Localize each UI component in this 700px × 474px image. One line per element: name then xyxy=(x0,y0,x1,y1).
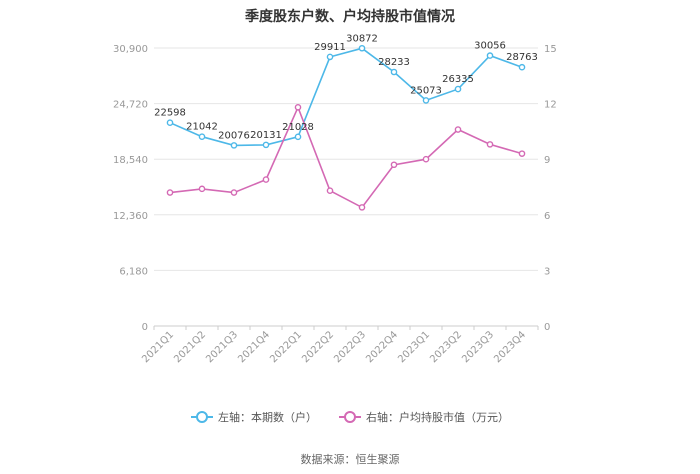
data-label: 21042 xyxy=(186,122,218,133)
series-line-1 xyxy=(169,47,523,147)
legend-label-households: 左轴：本期数（户） xyxy=(218,411,317,424)
data-label: 28233 xyxy=(378,57,410,68)
series-1-point xyxy=(358,44,366,52)
right-axis-tick-label: 9 xyxy=(544,155,550,166)
series-1-point xyxy=(454,85,462,93)
right-axis-tick-label: 0 xyxy=(544,322,550,333)
series-2-point xyxy=(294,104,302,111)
series-line-2 xyxy=(169,105,523,209)
series-2-point xyxy=(198,185,206,193)
legend-item-avg-value[interactable]: 右轴：户均持股市值（万元） xyxy=(339,409,509,425)
data-label: 20131 xyxy=(250,130,282,141)
data-label: 30056 xyxy=(474,41,506,52)
series-2-point xyxy=(326,187,334,195)
left-axis-tick-label: 30,900 xyxy=(113,44,148,55)
series-1-point xyxy=(166,119,174,126)
x-axis-tick-label: 2021Q2 xyxy=(172,329,208,365)
x-axis-tick-label: 2022Q2 xyxy=(300,329,336,365)
series-2-point xyxy=(518,150,526,157)
x-axis-tick-label: 2023Q4 xyxy=(492,329,528,365)
data-label: 28763 xyxy=(506,52,538,63)
series-2-point xyxy=(166,189,174,196)
x-axis-tick-label: 2022Q1 xyxy=(268,329,304,365)
left-axis-tick-label: 18,540 xyxy=(113,155,148,166)
series-1-point xyxy=(294,133,302,141)
series-1-point xyxy=(198,133,206,140)
right-axis-tick-label: 6 xyxy=(544,211,550,222)
series-2-point xyxy=(390,161,398,169)
legend-swatch-households xyxy=(191,411,213,423)
series-2-point xyxy=(454,126,462,133)
series-1-point xyxy=(326,53,334,61)
x-axis-tick-label: 2022Q4 xyxy=(364,329,400,365)
series-2-point xyxy=(262,176,270,183)
legend-item-households[interactable]: 左轴：本期数（户） xyxy=(191,409,317,425)
data-label: 29911 xyxy=(314,42,346,53)
data-label: 26335 xyxy=(442,74,474,85)
data-label: 25073 xyxy=(410,85,442,96)
series-1-point xyxy=(262,141,270,149)
series-1-point xyxy=(390,68,398,76)
x-axis-tick-label: 2023Q2 xyxy=(428,329,464,365)
data-label: 22598 xyxy=(154,108,186,119)
legend-swatch-avg-value xyxy=(339,411,361,423)
left-axis-tick-label: 24,720 xyxy=(113,100,148,111)
series-1-point xyxy=(230,142,238,149)
data-label: 30872 xyxy=(346,33,378,44)
series-2-point xyxy=(422,155,430,163)
legend: 左轴：本期数（户） 右轴：户均持股市值（万元） xyxy=(0,409,700,425)
series-2-point xyxy=(358,204,366,211)
x-axis-tick-label: 2021Q3 xyxy=(204,329,240,365)
x-axis-tick-label: 2021Q4 xyxy=(236,329,272,365)
x-axis-tick-label: 2022Q3 xyxy=(332,329,368,365)
series-1-point xyxy=(518,63,526,71)
series-2-point xyxy=(230,189,238,196)
right-axis-tick-label: 3 xyxy=(544,266,550,277)
series-2-point xyxy=(486,141,494,148)
series-1-point xyxy=(422,97,430,104)
x-axis-tick-label: 2021Q1 xyxy=(140,329,176,365)
right-axis-tick-label: 15 xyxy=(544,44,557,55)
data-label: 20076 xyxy=(218,130,250,141)
source-note: 数据来源：恒生聚源 xyxy=(300,453,400,466)
x-axis-tick-label: 2023Q1 xyxy=(396,329,432,365)
data-label: 21028 xyxy=(282,122,314,133)
legend-label-avg-value: 右轴：户均持股市值（万元） xyxy=(366,411,509,424)
series-1-point xyxy=(486,52,494,59)
x-axis-tick-label: 2023Q3 xyxy=(460,329,496,365)
right-axis-tick-label: 12 xyxy=(544,100,557,111)
left-axis-tick-label: 6,180 xyxy=(119,266,148,277)
left-axis-tick-label: 0 xyxy=(142,322,148,333)
left-axis-tick-label: 12,360 xyxy=(113,211,148,222)
chart-title: 季度股东户数、户均持股市值情况 xyxy=(245,9,455,25)
